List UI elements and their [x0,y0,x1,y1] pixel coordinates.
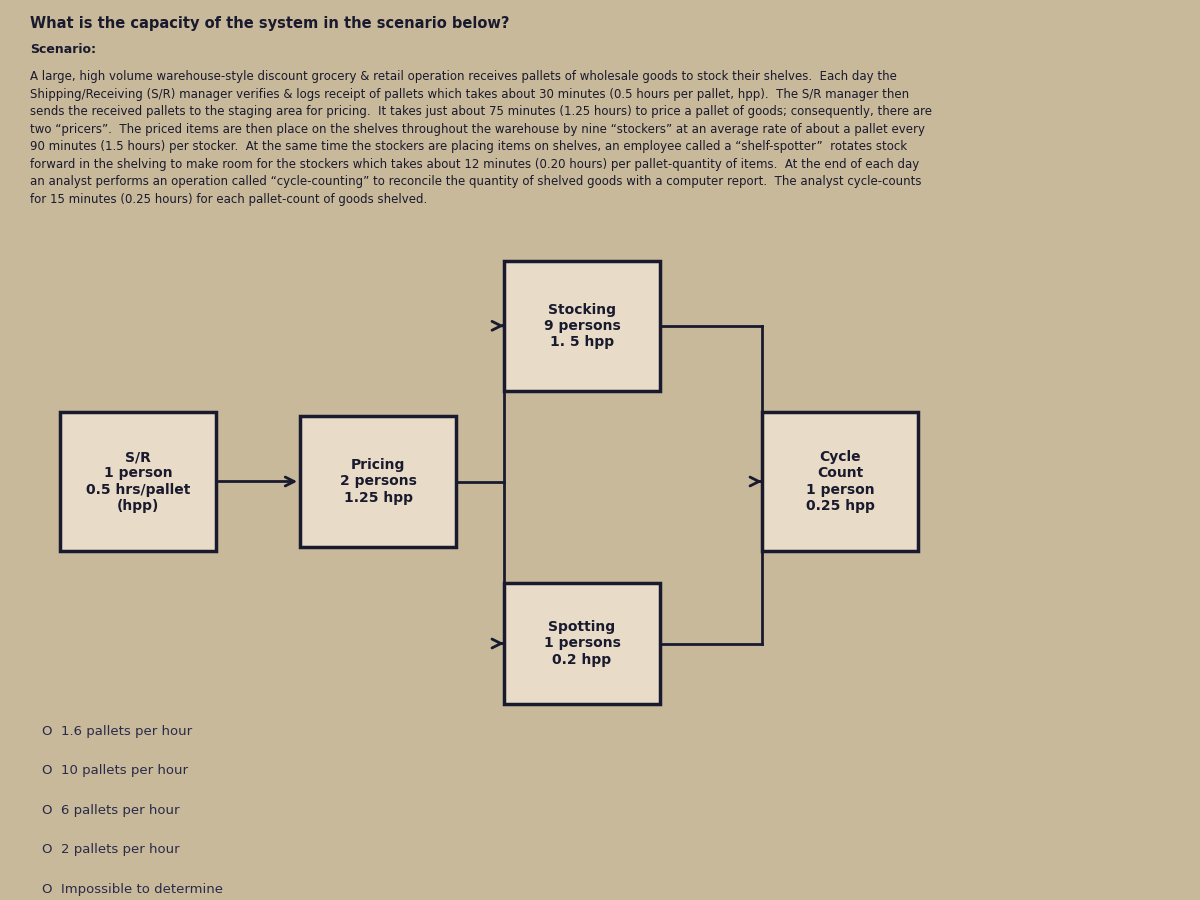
Text: Pricing
2 persons
1.25 hpp: Pricing 2 persons 1.25 hpp [340,458,416,505]
FancyBboxPatch shape [300,416,456,546]
Text: Stocking
9 persons
1. 5 hpp: Stocking 9 persons 1. 5 hpp [544,302,620,349]
Text: Scenario:: Scenario: [30,43,96,56]
Text: O  10 pallets per hour: O 10 pallets per hour [42,764,188,777]
Text: Cycle
Count
1 person
0.25 hpp: Cycle Count 1 person 0.25 hpp [805,450,875,513]
Text: A large, high volume warehouse-style discount grocery & retail operation receive: A large, high volume warehouse-style dis… [30,70,932,206]
Text: What is the capacity of the system in the scenario below?: What is the capacity of the system in th… [30,16,510,32]
Text: O  2 pallets per hour: O 2 pallets per hour [42,843,180,856]
FancyBboxPatch shape [762,412,918,551]
FancyBboxPatch shape [60,412,216,551]
FancyBboxPatch shape [504,583,660,704]
Text: O  1.6 pallets per hour: O 1.6 pallets per hour [42,724,192,737]
Text: S/R
1 person
0.5 hrs/pallet
(hpp): S/R 1 person 0.5 hrs/pallet (hpp) [86,450,190,513]
Text: O  Impossible to determine: O Impossible to determine [42,883,223,896]
Text: Spotting
1 persons
0.2 hpp: Spotting 1 persons 0.2 hpp [544,620,620,667]
FancyBboxPatch shape [504,261,660,391]
Text: O  6 pallets per hour: O 6 pallets per hour [42,804,180,816]
